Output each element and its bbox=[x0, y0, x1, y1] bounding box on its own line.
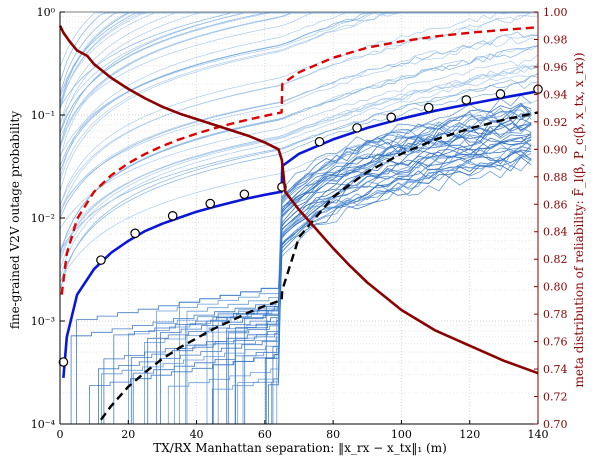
data-point-marker bbox=[205, 198, 216, 209]
left-y-tick-label: 10⁻⁴ bbox=[31, 418, 56, 431]
sample-curve bbox=[59, 73, 539, 252]
sample-curve bbox=[59, 81, 539, 284]
sample-curve bbox=[59, 75, 539, 291]
series-line-dashed-black bbox=[100, 111, 539, 421]
left-y-tick-label: 10⁰ bbox=[37, 6, 56, 19]
sample-step-curve bbox=[268, 113, 532, 424]
data-point-marker bbox=[461, 95, 472, 105]
data-point-marker bbox=[58, 357, 69, 367]
right-y-tick-label: 0.72 bbox=[543, 391, 568, 404]
sample-curve bbox=[59, 34, 539, 213]
series-line-solid-darkred-thick bbox=[58, 25, 539, 375]
sample-curve bbox=[59, 15, 539, 206]
sample-step-curve bbox=[271, 109, 532, 424]
x-tick-label: 100 bbox=[391, 428, 412, 441]
right-y-tick-label: 0.76 bbox=[543, 336, 568, 349]
sample-step-curve bbox=[276, 121, 532, 424]
axes: 0 20 40 60 80 100 120 140 10⁻⁴ 10⁻³ 10⁻² 10⁻¹ 10⁰ 0.7… bbox=[31, 6, 568, 441]
sample-step-curve bbox=[212, 133, 532, 424]
right-y-tick-label: 1.00 bbox=[543, 6, 568, 19]
right-y-tick-label: 0.78 bbox=[543, 308, 568, 321]
sample-step-curve bbox=[113, 118, 532, 424]
sample-step-curve bbox=[234, 109, 532, 424]
x-tick-label: 80 bbox=[326, 428, 340, 441]
right-y-tick-label: 0.74 bbox=[543, 363, 568, 376]
x-tick-label: 0 bbox=[57, 428, 64, 441]
data-point-marker bbox=[167, 211, 178, 221]
data-point-marker bbox=[495, 89, 506, 99]
right-y-tick-label: 0.82 bbox=[543, 253, 568, 266]
sample-step-curve bbox=[186, 151, 532, 424]
sample-curve bbox=[59, 65, 539, 270]
data-point-marker bbox=[239, 189, 250, 200]
data-point-marker bbox=[423, 102, 434, 113]
right-y-tick-label: 0.86 bbox=[543, 198, 568, 211]
sample-step-curve bbox=[272, 145, 532, 424]
data-point-marker bbox=[386, 112, 396, 123]
series-line-dashed-red bbox=[60, 26, 539, 295]
right-y-tick-label: 0.88 bbox=[543, 171, 568, 184]
x-tick-label: 40 bbox=[190, 428, 204, 441]
x-tick-label: 20 bbox=[121, 428, 135, 441]
sample-step-curve bbox=[132, 136, 532, 424]
sample-curve bbox=[59, 62, 539, 258]
right-y-tick-label: 0.90 bbox=[543, 143, 568, 156]
right-y-tick-label: 0.94 bbox=[543, 88, 568, 101]
right-y-tick-label: 0.84 bbox=[543, 226, 568, 239]
sample-step-curve bbox=[147, 139, 532, 424]
left-y-tick-label: 10⁻² bbox=[31, 212, 55, 225]
sample-step-curve bbox=[156, 123, 532, 424]
sample-step-curve bbox=[130, 124, 532, 424]
sample-curve bbox=[59, 37, 539, 210]
data-point-marker bbox=[130, 228, 140, 239]
series-line-solid-blue-thick bbox=[62, 90, 539, 379]
data-point-marker bbox=[352, 123, 362, 133]
sample-curve bbox=[59, 45, 539, 256]
sample-curve bbox=[59, 54, 539, 229]
sample-curve bbox=[59, 44, 539, 255]
right-y-tick-label: 0.96 bbox=[543, 61, 568, 74]
sample-step-curve bbox=[101, 109, 532, 424]
sample-step-curve bbox=[167, 122, 532, 424]
right-y-tick-label: 0.92 bbox=[543, 116, 568, 129]
left-y-tick-label: 10⁻¹ bbox=[31, 109, 55, 122]
sample-step-curve bbox=[160, 119, 532, 424]
left-y-axis-label: fine-grained V2V outage probability bbox=[8, 111, 22, 329]
monte-carlo-sample-curves bbox=[59, 12, 539, 424]
sample-step-curve bbox=[89, 149, 532, 424]
sample-curve bbox=[59, 12, 538, 134]
data-point-marker bbox=[96, 255, 106, 265]
right-y-axis-label: meta distribution of reliability: F̄_l(β… bbox=[571, 52, 586, 387]
sample-curve bbox=[59, 12, 538, 216]
x-tick-label: 120 bbox=[459, 428, 480, 441]
right-y-tick-label: 0.70 bbox=[543, 418, 568, 431]
sample-step-curve bbox=[156, 136, 532, 424]
sample-curve bbox=[59, 72, 539, 278]
left-y-tick-label: 10⁻³ bbox=[31, 315, 55, 328]
x-axis-label: TX/RX Manhattan separation: ‖x_rx − x_tx… bbox=[153, 441, 447, 455]
x-tick-label: 60 bbox=[258, 428, 272, 441]
series-layer bbox=[58, 25, 543, 421]
sample-curve bbox=[59, 31, 539, 219]
x-tick-label: 140 bbox=[528, 428, 549, 441]
sample-step-curve bbox=[264, 156, 532, 424]
sample-step-curve bbox=[211, 104, 532, 424]
sample-curve bbox=[59, 12, 538, 206]
right-y-tick-label: 0.98 bbox=[543, 33, 568, 46]
data-point-marker bbox=[314, 136, 325, 147]
right-y-tick-label: 0.80 bbox=[543, 281, 568, 294]
